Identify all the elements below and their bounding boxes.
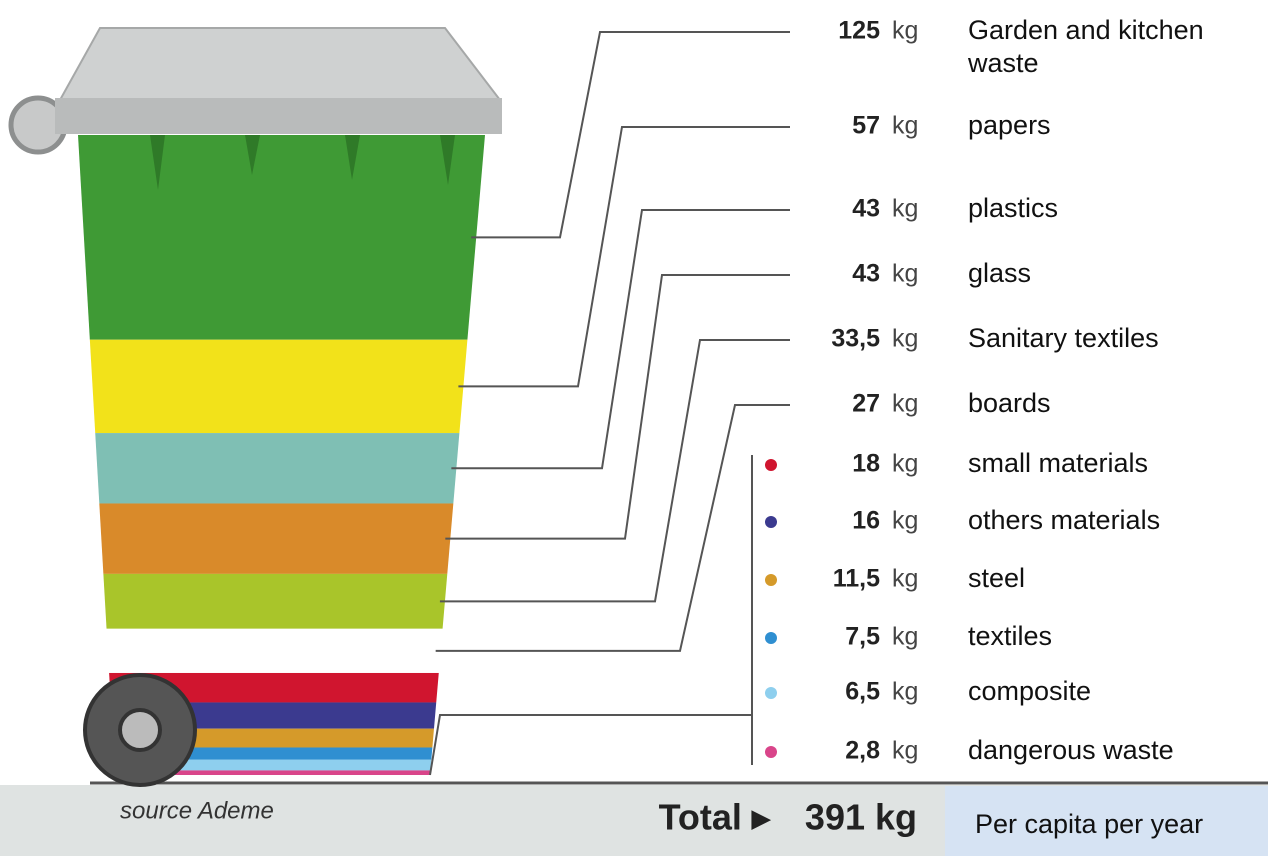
category-label: Garden and kitchen waste [968, 14, 1263, 80]
category-label: steel [968, 562, 1263, 595]
unit-label: kg [892, 565, 918, 593]
bin-layer [60, 574, 500, 629]
bracket-leader [430, 715, 752, 775]
category-label: composite [968, 675, 1263, 708]
unit-label: kg [892, 390, 918, 418]
leader-line [436, 405, 790, 651]
leader-line [458, 127, 790, 386]
value-label: 57 [852, 112, 880, 140]
leader-line [471, 32, 790, 237]
bin-rim [55, 98, 502, 134]
value-label: 6,5 [845, 678, 880, 706]
unit-label: kg [892, 678, 918, 706]
category-label: papers [968, 109, 1263, 142]
leader-line [445, 275, 790, 539]
bin-layer [60, 340, 500, 433]
unit-label: kg [892, 450, 918, 478]
unit-label: kg [892, 260, 918, 288]
category-label: Sanitary textiles [968, 322, 1263, 355]
legend-dot [765, 687, 777, 699]
total-value: 391 [805, 797, 865, 838]
bin-lid [60, 28, 500, 100]
source: source Ademe [120, 797, 274, 824]
category-label: small materials [968, 447, 1263, 480]
bin-layer [60, 135, 500, 340]
legend-dot [765, 574, 777, 586]
value-label: 18 [852, 450, 880, 478]
legend-dot [765, 459, 777, 471]
value-label: 43 [852, 195, 880, 223]
unit-label: kg [892, 195, 918, 223]
page: source Ademe Total ▸ 391 kg Per capita p… [0, 0, 1268, 856]
value-label: 27 [852, 390, 880, 418]
legend-dot [765, 632, 777, 644]
value-label: 33,5 [831, 325, 880, 353]
bin-layer [60, 433, 500, 503]
legend-dot [765, 516, 777, 528]
unit-label: kg [892, 112, 918, 140]
category-label: textiles [968, 620, 1263, 653]
value-label: 125 [838, 17, 880, 45]
category-label: dangerous waste [968, 734, 1263, 767]
value-label: 11,5 [833, 565, 880, 593]
bin-layer [60, 629, 500, 673]
total-unit: kg [875, 797, 917, 838]
unit-label: kg [892, 325, 918, 353]
value-label: 16 [852, 507, 880, 535]
value-label: 2,8 [845, 737, 880, 765]
unit-label: kg [892, 623, 918, 651]
category-label: plastics [968, 192, 1263, 225]
category-label: others materials [968, 504, 1263, 537]
category-label: glass [968, 257, 1263, 290]
unit-label: kg [892, 507, 918, 535]
total-label: Total ▸ [659, 797, 772, 838]
value-label: 7,5 [845, 623, 880, 651]
legend-dot [765, 746, 777, 758]
unit-label: kg [892, 17, 918, 45]
wheel-hub [120, 710, 160, 750]
bin-layer [60, 503, 500, 573]
unit-label: kg [892, 737, 918, 765]
value-label: 43 [852, 260, 880, 288]
note: Per capita per year [975, 809, 1203, 839]
category-label: boards [968, 387, 1263, 420]
